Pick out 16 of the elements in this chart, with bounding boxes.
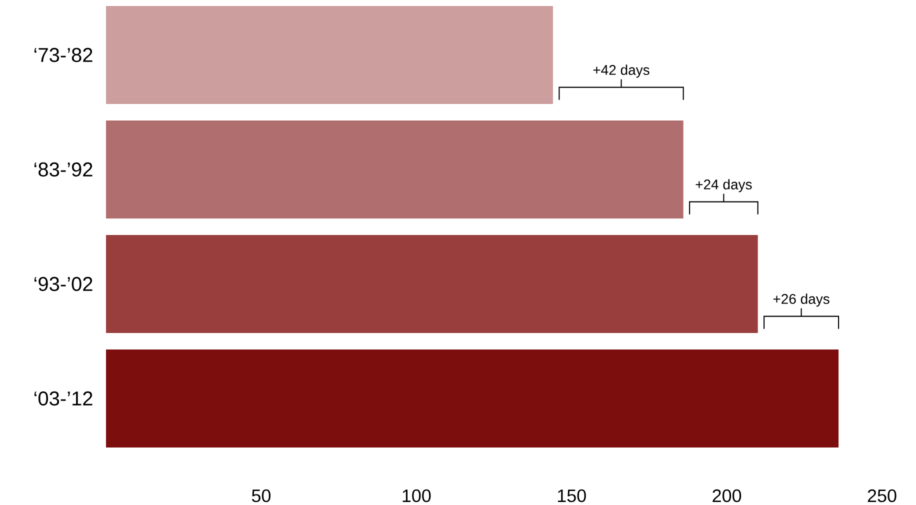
x-tick-label: 250 [868,489,896,502]
x-tick-label: 100 [402,489,431,502]
annotation: +24 days [696,179,752,192]
x-tick-label: 150 [558,489,586,502]
y-tick-label: ‘83-’92 [34,162,92,177]
bar [106,120,684,219]
bar [106,6,553,104]
y-tick-label: ‘03-’12 [34,391,92,406]
bar [106,350,839,448]
annotation: +42 days [593,64,650,78]
y-tick-label: ‘93-’02 [34,276,92,292]
x-tick-label: 50 [252,489,271,502]
annotation: +26 days [773,294,830,307]
y-tick-label: ‘73-’82 [34,48,92,62]
bar [106,235,758,334]
x-tick-label: 200 [712,489,742,502]
